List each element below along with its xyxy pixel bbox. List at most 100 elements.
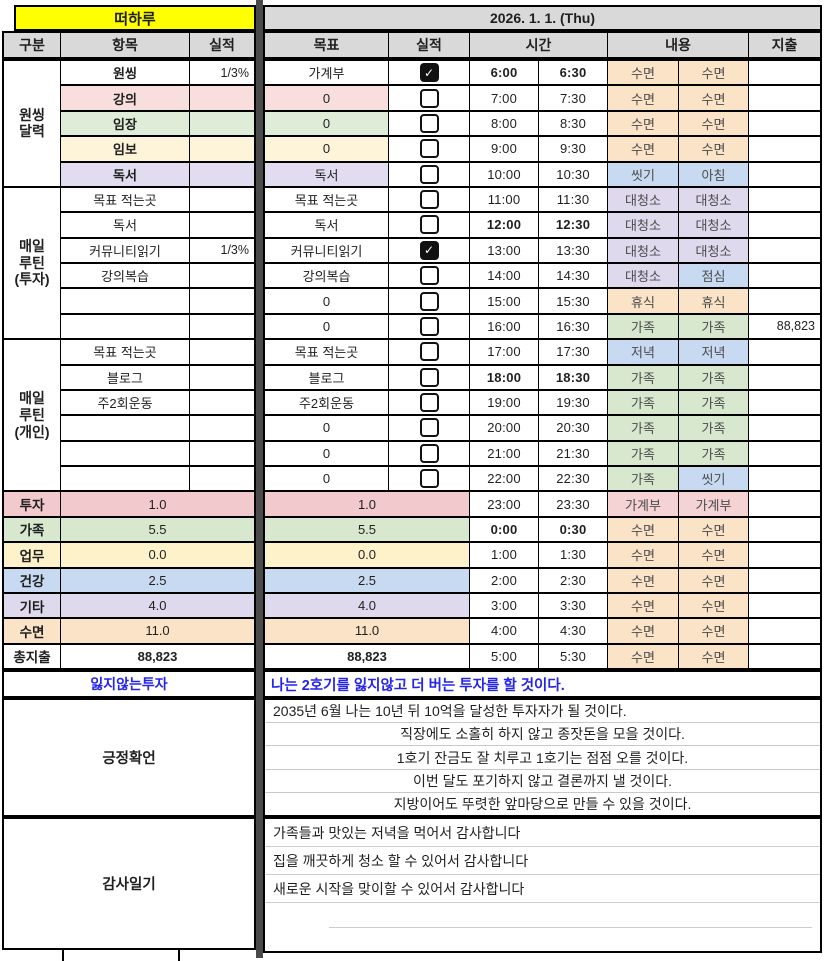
expense-cell[interactable] [749,492,820,516]
goal-cell[interactable]: 2.5 [265,568,469,592]
time-end-cell[interactable]: 23:30 [539,492,607,516]
checkbox-unchecked[interactable] [419,316,439,336]
expense-cell[interactable] [749,644,820,668]
summary-value[interactable]: 88,823 [61,644,254,668]
goal-cell[interactable]: 0 [265,416,388,440]
content-cell[interactable]: 수면 [608,568,678,592]
expense-cell[interactable] [749,517,820,542]
time-start-cell[interactable]: 6:00 [470,61,538,85]
performance-cell[interactable]: 1/3% [190,61,254,85]
checkbox-unchecked[interactable] [419,190,439,210]
goal-cell[interactable]: 가계부 [265,61,388,85]
expense-cell[interactable] [749,441,820,465]
checkbox-unchecked[interactable] [419,342,439,362]
content-cell[interactable]: 씻기 [608,162,678,186]
summary-value[interactable]: 5.5 [61,517,254,542]
summary-value[interactable]: 2.5 [61,568,254,592]
checkbox-cell[interactable] [389,111,469,136]
item-cell[interactable]: 독서 [61,213,189,237]
content-cell[interactable]: 가계부 [679,492,748,516]
content-cell[interactable]: 수면 [608,543,678,567]
affirmation-line[interactable]: 지방이어도 뚜렷한 앞마당으로 만들 수 있을 것이다. [393,795,692,812]
content-cell[interactable]: 가족 [608,390,678,415]
time-end-cell[interactable]: 14:30 [539,264,607,288]
checkbox-unchecked[interactable] [419,393,439,413]
item-cell[interactable]: 강의복습 [61,264,189,288]
performance-cell[interactable]: 1/3% [190,238,254,262]
content-cell[interactable]: 아침 [679,162,748,186]
expense-cell[interactable]: 88,823 [749,314,820,339]
goal-cell[interactable]: 0 [265,314,388,339]
content-cell[interactable]: 휴식 [679,289,748,313]
checkbox-unchecked[interactable] [419,367,439,387]
time-end-cell[interactable]: 3:30 [539,593,607,618]
goal-cell[interactable]: 88,823 [265,644,469,668]
goal-cell[interactable]: 11.0 [265,619,469,643]
content-cell[interactable]: 수면 [608,86,678,110]
expense-cell[interactable] [749,416,820,440]
content-cell[interactable]: 대청소 [679,213,748,237]
time-end-cell[interactable]: 21:30 [539,441,607,465]
checkbox-cell[interactable] [389,137,469,161]
time-end-cell[interactable]: 16:30 [539,314,607,339]
summary-value[interactable]: 0.0 [61,543,254,567]
item-cell[interactable]: 원씽 [61,61,189,85]
time-start-cell[interactable]: 13:00 [470,238,538,262]
item-cell[interactable]: 강의 [61,86,189,110]
time-end-cell[interactable]: 9:30 [539,137,607,161]
goal-cell[interactable]: 0 [265,441,388,465]
goal-cell[interactable]: 0.0 [265,543,469,567]
content-cell[interactable]: 저녁 [679,340,748,364]
time-start-cell[interactable]: 23:00 [470,492,538,516]
checkbox-cell[interactable] [389,86,469,110]
gratitude-line[interactable]: 가족들과 맛있는 저녁을 먹어서 감사합니다 [265,819,820,847]
goal-cell[interactable]: 목표 적는곳 [265,187,388,212]
time-start-cell[interactable]: 19:00 [470,390,538,415]
time-end-cell[interactable]: 1:30 [539,543,607,567]
time-start-cell[interactable]: 15:00 [470,289,538,313]
time-start-cell[interactable]: 16:00 [470,314,538,339]
time-start-cell[interactable]: 0:00 [470,517,538,542]
item-cell[interactable] [61,289,189,313]
checkbox-cell[interactable] [389,416,469,440]
goal-cell[interactable]: 0 [265,86,388,110]
checkbox-unchecked[interactable] [419,443,439,463]
content-cell[interactable]: 대청소 [608,264,678,288]
time-start-cell[interactable]: 9:00 [470,137,538,161]
time-end-cell[interactable]: 6:30 [539,61,607,85]
expense-cell[interactable] [749,162,820,186]
content-cell[interactable]: 가족 [679,390,748,415]
content-cell[interactable]: 수면 [679,619,748,643]
goal-cell[interactable]: 목표 적는곳 [265,340,388,364]
time-end-cell[interactable]: 0:30 [539,517,607,542]
performance-cell[interactable] [190,390,254,415]
expense-cell[interactable] [749,187,820,212]
content-cell[interactable]: 수면 [608,644,678,668]
affirmation-line[interactable]: 직장에도 소홀히 하지 않고 종잣돈을 모을 것이다. [265,723,820,747]
checkbox-checked[interactable]: ✓ [419,240,439,260]
performance-cell[interactable] [190,86,254,110]
content-cell[interactable]: 수면 [679,137,748,161]
content-cell[interactable]: 가족 [608,314,678,339]
affirmation-line[interactable]: 1호기 잔금도 잘 치루고 1호기는 점점 오를 것이다. [265,746,820,770]
content-cell[interactable]: 가족 [608,416,678,440]
goal-cell[interactable]: 5.5 [265,517,469,542]
checkbox-cell[interactable] [389,467,469,491]
expense-cell[interactable] [749,213,820,237]
goal-cell[interactable]: 주2회운동 [265,390,388,415]
content-cell[interactable]: 수면 [608,619,678,643]
expense-cell[interactable] [749,111,820,136]
goal-cell[interactable]: 0 [265,467,388,491]
content-cell[interactable]: 수면 [608,61,678,85]
content-cell[interactable]: 수면 [679,517,748,542]
time-end-cell[interactable]: 11:30 [539,187,607,212]
content-cell[interactable]: 수면 [608,111,678,136]
performance-cell[interactable] [190,137,254,161]
content-cell[interactable]: 가족 [608,467,678,491]
time-start-cell[interactable]: 22:00 [470,467,538,491]
time-end-cell[interactable]: 18:30 [539,365,607,389]
content-cell[interactable]: 씻기 [679,467,748,491]
performance-cell[interactable] [190,111,254,136]
content-cell[interactable]: 수면 [679,593,748,618]
goal-cell[interactable]: 커뮤니티읽기 [265,238,388,262]
